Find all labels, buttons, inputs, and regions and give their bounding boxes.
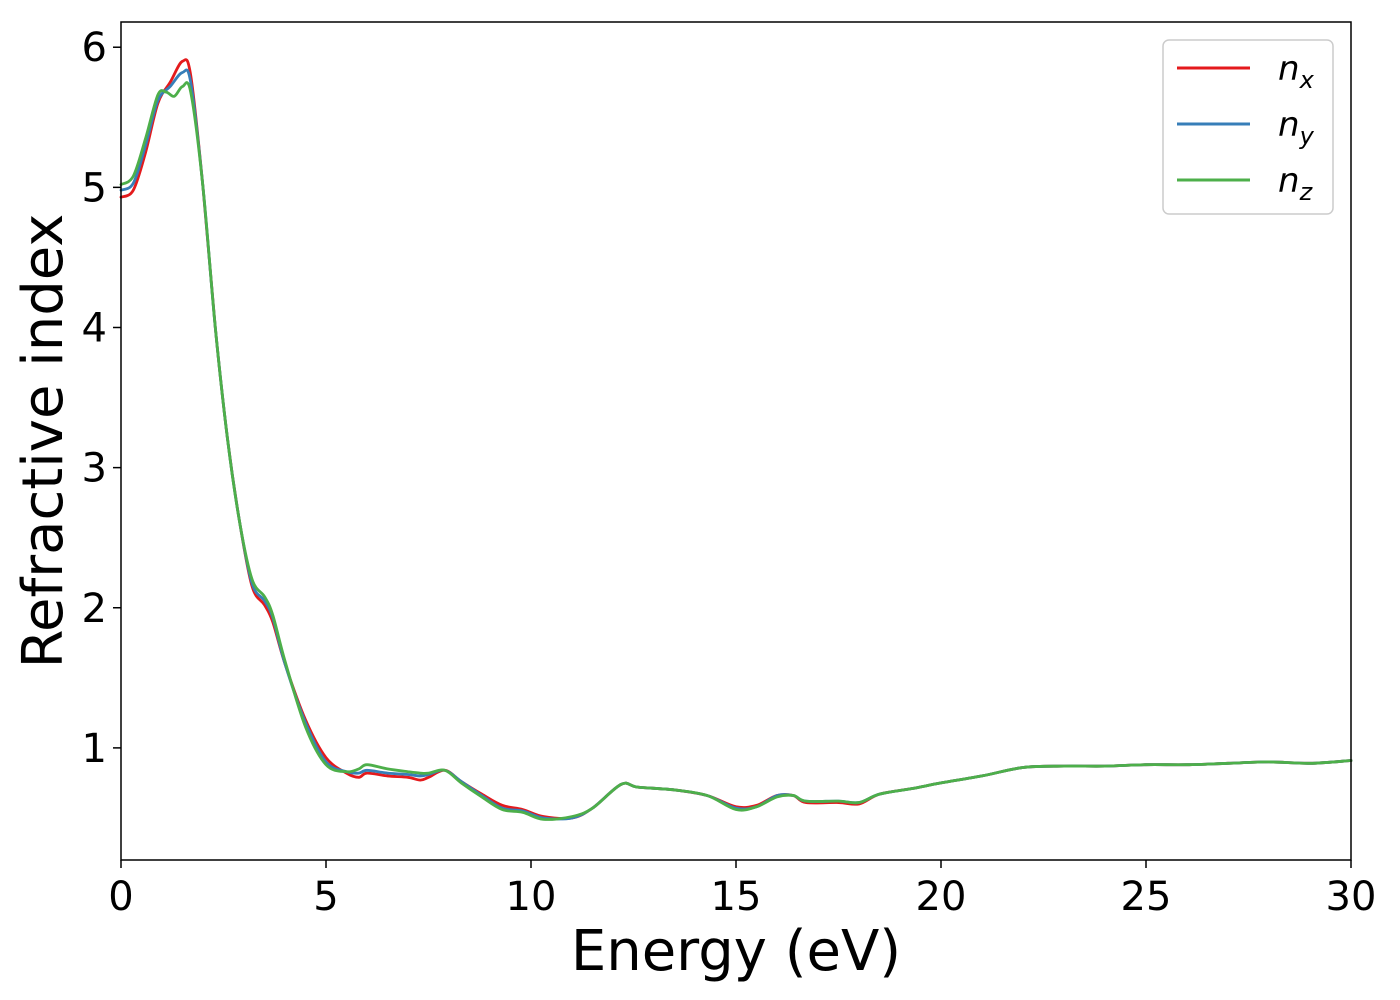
y-tick-label: 1 (82, 726, 107, 772)
x-tick-label: 10 (506, 874, 557, 920)
y-tick-label: 3 (82, 446, 107, 492)
x-tick-label: 25 (1121, 874, 1172, 920)
x-tick-label: 15 (711, 874, 762, 920)
legend-subscript: y (1299, 122, 1315, 150)
legend-box (1162, 39, 1334, 215)
series-layer (119, 58, 1353, 821)
legend-subscript: z (1299, 178, 1314, 206)
y-axis-label: Refractive index (11, 214, 76, 669)
x-axis-ticks: 0 5 10 15 20 25 30 (108, 860, 1376, 920)
legend-subscript: x (1299, 66, 1315, 94)
x-tick-label: 5 (313, 874, 338, 920)
y-tick-label: 6 (82, 25, 107, 71)
x-tick-label: 0 (108, 874, 133, 920)
series-line-n-z (119, 81, 1353, 821)
x-tick-label: 20 (916, 874, 967, 920)
x-axis-label: Energy (eV) (571, 919, 901, 984)
y-tick-label: 5 (82, 165, 107, 211)
y-tick-label: 4 (82, 305, 107, 351)
y-tick-label: 2 (82, 586, 107, 632)
x-tick-label: 30 (1326, 874, 1377, 920)
y-axis-ticks: 1 2 3 4 5 6 (82, 25, 121, 772)
